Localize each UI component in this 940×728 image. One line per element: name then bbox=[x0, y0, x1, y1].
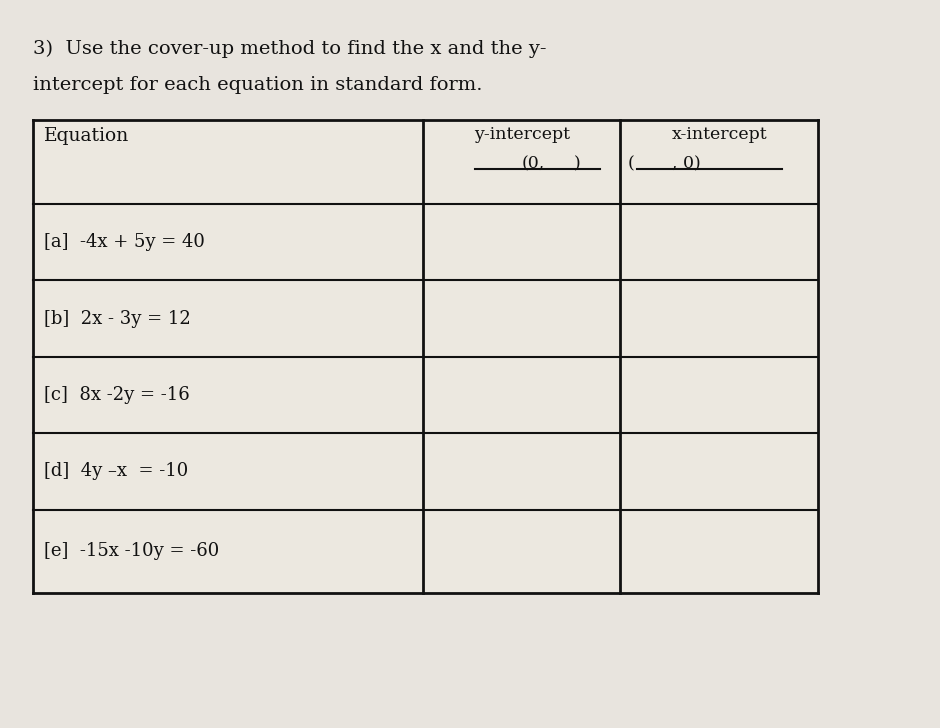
Text: y-intercept: y-intercept bbox=[474, 126, 570, 143]
Text: , 0): , 0) bbox=[672, 155, 701, 172]
Bar bbox=[33, 120, 818, 593]
Text: [a]  -4x + 5y = 40: [a] -4x + 5y = 40 bbox=[44, 233, 205, 251]
Text: 3)  Use the cover-up method to find the x and the y-: 3) Use the cover-up method to find the x… bbox=[33, 40, 546, 58]
Text: Equation: Equation bbox=[44, 127, 130, 146]
Text: [d]  4y –x  = -10: [d] 4y –x = -10 bbox=[44, 462, 188, 480]
Text: x-intercept: x-intercept bbox=[671, 126, 767, 143]
Text: intercept for each equation in standard form.: intercept for each equation in standard … bbox=[33, 76, 482, 95]
Text: ): ) bbox=[573, 155, 580, 172]
Text: (0,: (0, bbox=[522, 155, 545, 172]
Text: [b]  2x - 3y = 12: [b] 2x - 3y = 12 bbox=[44, 309, 191, 328]
Text: (: ( bbox=[628, 155, 635, 172]
Text: [c]  8x -2y = -16: [c] 8x -2y = -16 bbox=[44, 386, 190, 404]
Text: [e]  -15x -10y = -60: [e] -15x -10y = -60 bbox=[44, 542, 219, 561]
